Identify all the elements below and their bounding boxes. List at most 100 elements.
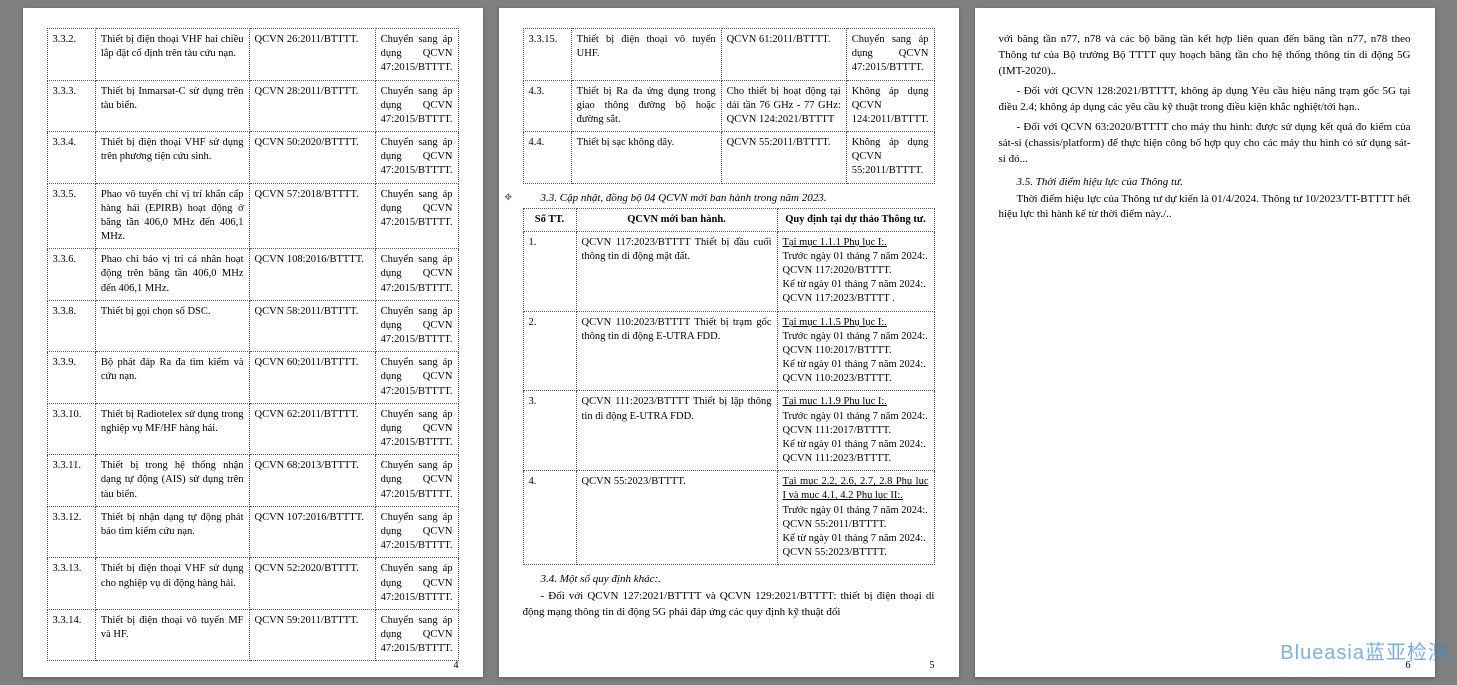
cell-code: QCVN 60:2011/BTTTT. <box>249 352 375 404</box>
cell-note: Chuyển sang áp dụng QCVN 47:2015/BTTTT. <box>375 558 458 610</box>
cell-idx: 3.3.15. <box>523 29 571 81</box>
table-row: 4.3.Thiết bị Ra đa ứng dụng trong giao t… <box>523 80 934 132</box>
cell-idx: 3.3.10. <box>47 403 95 455</box>
cell-code: QCVN 57:2018/BTTTT. <box>249 183 375 249</box>
col-header-stt: Số TT. <box>523 208 576 231</box>
para-bottom: - Đối với QCVN 127:2021/BTTTT và QCVN 12… <box>523 589 935 621</box>
table-row: 4.QCVN 55:2023/BTTTT.Tại mục 2.2, 2.6, 2… <box>523 471 934 565</box>
para-effective-date: Thời điểm hiệu lực của Thông tư dự kiến … <box>999 192 1411 224</box>
cell-code: QCVN 62:2011/BTTTT. <box>249 403 375 455</box>
cell-idx: 1. <box>523 231 576 311</box>
cell-note: Chuyển sang áp dụng QCVN 47:2015/BTTTT. <box>375 403 458 455</box>
table-header-row: Số TT. QCVN mới ban hành. Quy định tại d… <box>523 208 934 231</box>
cell-idx: 4. <box>523 471 576 565</box>
cell-desc: Thiết bị điện thoại VHF hai chiều lắp đặ… <box>95 29 249 81</box>
table-row: 3.3.6.Phao chỉ báo vị trí cá nhân hoạt đ… <box>47 249 458 301</box>
cell-quydinh: Tại mục 1.1.1 Phụ lục I:.Trước ngày 01 t… <box>777 231 934 311</box>
cell-qcvn: QCVN 55:2023/BTTTT. <box>576 471 777 565</box>
cell-desc: Phao vô tuyến chỉ vị trí khẩn cấp hàng h… <box>95 183 249 249</box>
cell-idx: 3.3.9. <box>47 352 95 404</box>
cell-desc: Thiết bị Ra đa ứng dụng trong giao thông… <box>571 80 721 132</box>
page-2: 3.3.15.Thiết bị điện thoại vô tuyến UHF.… <box>499 8 959 677</box>
pages-container: 3.3.2.Thiết bị điện thoại VHF hai chiều … <box>0 0 1457 685</box>
cell-desc: Thiết bị trong hệ thống nhận dạng tự độn… <box>95 455 249 507</box>
table-page2-top: 3.3.15.Thiết bị điện thoại vô tuyến UHF.… <box>523 28 935 184</box>
page-3: với băng tần n77, n78 và các bộ băng tần… <box>975 8 1435 677</box>
table-row: 3.3.4.Thiết bị điện thoại VHF sử dụng tr… <box>47 132 458 184</box>
cell-desc: Thiết bị Radiotelex sử dụng trong nghiệp… <box>95 403 249 455</box>
cell-code: QCVN 108:2016/BTTTT. <box>249 249 375 301</box>
table-row: 3.3.10.Thiết bị Radiotelex sử dụng trong… <box>47 403 458 455</box>
cell-note: Chuyển sang áp dụng QCVN 47:2015/BTTTT. <box>375 132 458 184</box>
cell-note: Chuyển sang áp dụng QCVN 47:2015/BTTTT. <box>375 249 458 301</box>
page-number: 5 <box>930 660 935 671</box>
cell-note: Chuyển sang áp dụng QCVN 47:2015/BTTTT. <box>375 506 458 558</box>
cell-code: QCVN 58:2011/BTTTT. <box>249 300 375 352</box>
cell-note: Không áp dụng QCVN 124:2011/BTTTT. <box>846 80 934 132</box>
cell-quydinh: Tại mục 1.1.5 Phụ lục I:.Trước ngày 01 t… <box>777 311 934 391</box>
table-page2-main: Số TT. QCVN mới ban hành. Quy định tại d… <box>523 208 935 566</box>
para-qcvn128: - Đối với QCVN 128:2021/BTTTT, không áp … <box>999 84 1411 116</box>
cell-desc: Thiết bị nhận dạng tự động phát báo tìm … <box>95 506 249 558</box>
cell-code: QCVN 55:2011/BTTTT. <box>721 132 846 184</box>
cell-idx: 3.3.11. <box>47 455 95 507</box>
cell-idx: 3.3.4. <box>47 132 95 184</box>
cell-idx: 3.3.2. <box>47 29 95 81</box>
cell-desc: Thiết bị gọi chọn số DSC. <box>95 300 249 352</box>
table-row: 3.3.15.Thiết bị điện thoại vô tuyến UHF.… <box>523 29 934 81</box>
heading-3-3: 3.3. Cập nhật, đồng bộ 04 QCVN mới ban h… <box>541 192 935 204</box>
cell-idx: 3. <box>523 391 576 471</box>
para-continuation: với băng tần n77, n78 và các bộ băng tần… <box>999 32 1411 80</box>
cell-idx: 3.3.5. <box>47 183 95 249</box>
table-page1: 3.3.2.Thiết bị điện thoại VHF hai chiều … <box>47 28 459 661</box>
cell-code: QCVN 26:2011/BTTTT. <box>249 29 375 81</box>
cell-idx: 3.3.8. <box>47 300 95 352</box>
table-row: 3.3.14.Thiết bị điện thoại vô tuyến MF v… <box>47 609 458 661</box>
cell-desc: Thiết bị sạc không dây. <box>571 132 721 184</box>
cell-desc: Thiết bị điện thoại VHF sử dụng cho nghi… <box>95 558 249 610</box>
table-row: 3.3.13.Thiết bị điện thoại VHF sử dụng c… <box>47 558 458 610</box>
cell-desc: Thiết bị điện thoại vô tuyến UHF. <box>571 29 721 81</box>
watermark-logo: Blueasia蓝亚检测 <box>1280 636 1449 665</box>
cell-idx: 2. <box>523 311 576 391</box>
cell-note: Chuyển sang áp dụng QCVN 47:2015/BTTTT. <box>846 29 934 81</box>
table-move-handle-icon: ✥ <box>505 192 513 203</box>
cell-note: Chuyển sang áp dụng QCVN 47:2015/BTTTT. <box>375 300 458 352</box>
cell-code: QCVN 107:2016/BTTTT. <box>249 506 375 558</box>
page-number: 4 <box>454 660 459 671</box>
heading-3-5: 3.5. Thời điểm hiệu lực của Thông tư. <box>1017 176 1411 188</box>
col-header-quydinh: Quy định tại dự thảo Thông tư. <box>777 208 934 231</box>
cell-qcvn: QCVN 110:2023/BTTTT Thiết bị trạm gốc th… <box>576 311 777 391</box>
cell-desc: Thiết bị điện thoại VHF sử dụng trên phư… <box>95 132 249 184</box>
cell-note: Chuyển sang áp dụng QCVN 47:2015/BTTTT. <box>375 80 458 132</box>
cell-idx: 4.3. <box>523 80 571 132</box>
cell-desc: Bộ phát đáp Ra đa tìm kiếm và cứu nạn. <box>95 352 249 404</box>
cell-note: Không áp dụng QCVN 55:2011/BTTTT. <box>846 132 934 184</box>
cell-qcvn: QCVN 117:2023/BTTTT Thiết bị đầu cuối th… <box>576 231 777 311</box>
table-row: 3.3.2.Thiết bị điện thoại VHF hai chiều … <box>47 29 458 81</box>
heading-3-4: 3.4. Một số quy định khác:. <box>541 573 935 585</box>
cell-idx: 3.3.3. <box>47 80 95 132</box>
table-row: 3.3.11.Thiết bị trong hệ thống nhận dạng… <box>47 455 458 507</box>
cell-note: Chuyển sang áp dụng QCVN 47:2015/BTTTT. <box>375 609 458 661</box>
cell-idx: 3.3.13. <box>47 558 95 610</box>
cell-code: Cho thiết bị hoạt động tại dải tần 76 GH… <box>721 80 846 132</box>
table-row: 3.3.5.Phao vô tuyến chỉ vị trí khẩn cấp … <box>47 183 458 249</box>
table-row: 3.3.3.Thiết bị Inmarsat-C sử dụng trên t… <box>47 80 458 132</box>
cell-idx: 4.4. <box>523 132 571 184</box>
cell-quydinh: Tại mục 1.1.9 Phụ lục I:.Trước ngày 01 t… <box>777 391 934 471</box>
cell-code: QCVN 61:2011/BTTTT. <box>721 29 846 81</box>
col-header-qcvn: QCVN mới ban hành. <box>576 208 777 231</box>
cell-code: QCVN 68:2013/BTTTT. <box>249 455 375 507</box>
cell-code: QCVN 50:2020/BTTTT. <box>249 132 375 184</box>
table-row: 4.4.Thiết bị sạc không dây.QCVN 55:2011/… <box>523 132 934 184</box>
cell-qcvn: QCVN 111:2023/BTTTT Thiết bị lặp thông t… <box>576 391 777 471</box>
cell-note: Chuyển sang áp dụng QCVN 47:2015/BTTTT. <box>375 183 458 249</box>
para-qcvn63: - Đối với QCVN 63:2020/BTTTT cho máy thu… <box>999 120 1411 168</box>
table-row: 1.QCVN 117:2023/BTTTT Thiết bị đầu cuối … <box>523 231 934 311</box>
page-1: 3.3.2.Thiết bị điện thoại VHF hai chiều … <box>23 8 483 677</box>
cell-code: QCVN 28:2011/BTTTT. <box>249 80 375 132</box>
cell-code: QCVN 59:2011/BTTTT. <box>249 609 375 661</box>
cell-idx: 3.3.12. <box>47 506 95 558</box>
cell-idx: 3.3.6. <box>47 249 95 301</box>
